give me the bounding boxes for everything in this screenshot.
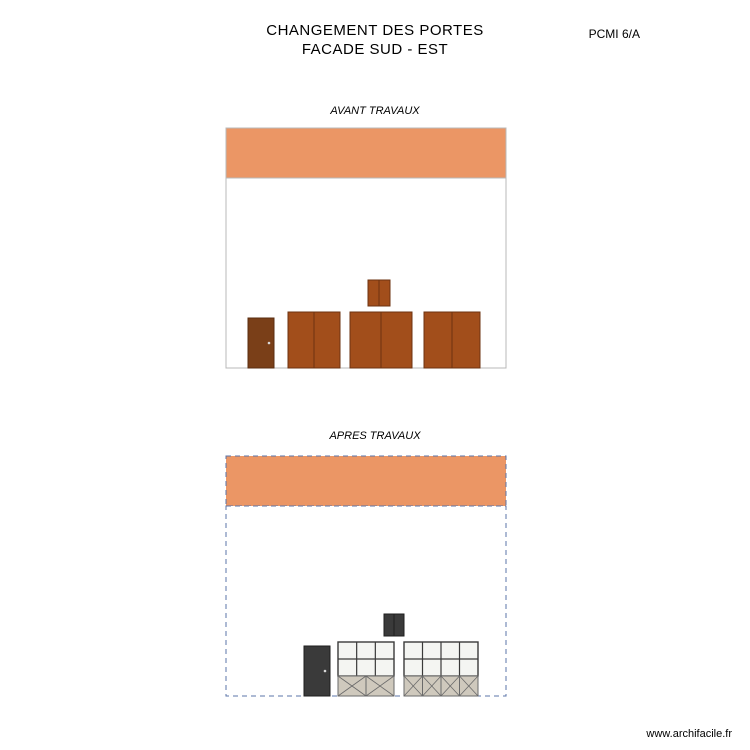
page: CHANGEMENT DES PORTES FACADE SUD - EST P… (0, 0, 750, 750)
document-code: PCMI 6/A (589, 27, 640, 41)
title-line-2: FACADE SUD - EST (0, 41, 750, 60)
section-label-after: APRES TRAVAUX (0, 430, 750, 442)
facade-before (226, 128, 506, 368)
section-label-before: AVANT TRAVAUX (0, 105, 750, 117)
facade-after (226, 456, 506, 696)
footer-credit: www.archifacile.fr (646, 728, 732, 740)
